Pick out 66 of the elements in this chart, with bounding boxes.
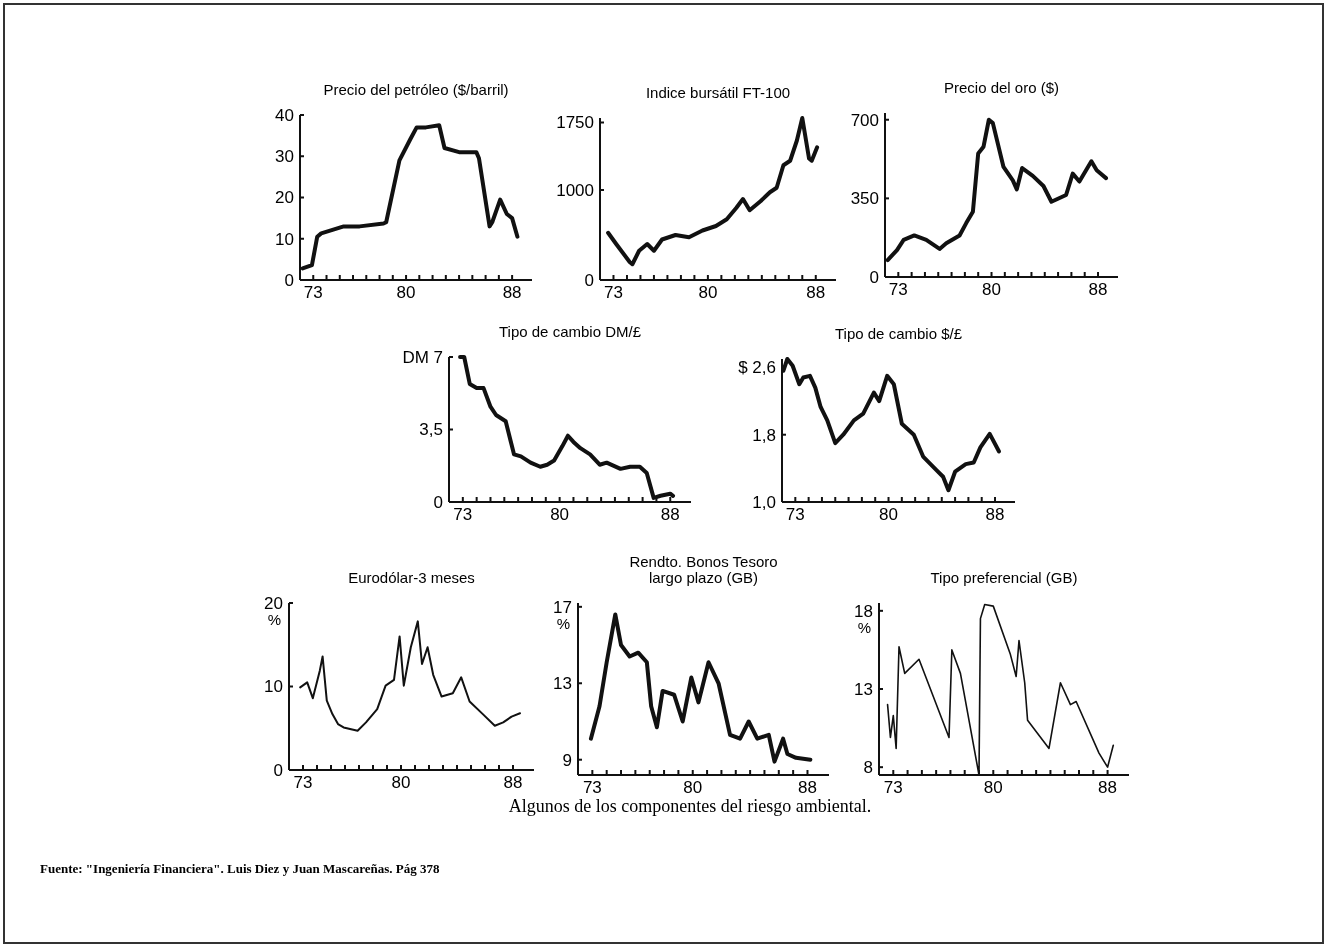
x-tick-label: 73	[303, 283, 323, 302]
y-tick-label: 1750	[556, 113, 594, 133]
x-tick-label: 80	[879, 505, 898, 524]
x-tick-label: 88	[1098, 778, 1118, 797]
y-tick-label: 40	[275, 105, 294, 125]
y-tick-label: 0	[284, 270, 294, 290]
y-tick-label: DM 7	[402, 347, 443, 367]
chart-title: Precio del oro ($)	[943, 79, 1060, 96]
x-tick-label: 73	[453, 505, 473, 524]
x-tick-label: 88	[798, 778, 817, 797]
chart-title: Indice bursátil FT-100	[645, 84, 791, 101]
x-tick-label: 88	[1088, 280, 1108, 299]
y-tick-label: 0	[433, 492, 443, 512]
x-tick-label: 73	[888, 280, 908, 299]
y-tick-label: 13	[854, 679, 873, 699]
y-tick-label: 10	[275, 229, 294, 249]
y-tick-label: $ 2,6	[738, 358, 776, 378]
x-tick-label: 73	[883, 778, 903, 797]
y-tick-label: 350	[850, 189, 879, 209]
y-tick-label: 1,0	[752, 492, 776, 512]
y-tick-label: 9	[562, 750, 572, 770]
y-tick-label: 30	[275, 147, 294, 167]
chart-title: Tipo de cambio $/£	[834, 325, 963, 342]
y-tick-label: 13	[553, 674, 572, 694]
y-axis-title: %	[267, 611, 281, 628]
chart-title: Tipo preferencial (GB)	[930, 569, 1078, 586]
chart-title: Eurodólar-3 meses	[348, 569, 475, 586]
x-tick-label: 88	[502, 283, 522, 302]
x-tick-label: 88	[660, 505, 680, 524]
y-tick-label: 20	[264, 593, 283, 613]
line-series	[588, 612, 813, 764]
x-tick-label: 80	[683, 778, 703, 797]
y-tick-label: 8	[863, 758, 873, 778]
text: Algunos de los componentes del riesgo ambiental.	[508, 796, 872, 816]
line-series	[606, 116, 820, 267]
chart-title: Rendto. Bonos Tesoro largo plazo (GB)	[629, 553, 778, 586]
y-tick-label: 17	[553, 597, 572, 617]
x-tick-label: 80	[391, 773, 411, 792]
x-tick-label: 88	[806, 283, 826, 302]
x-tick-label: 73	[785, 505, 805, 524]
x-tick-label: 73	[293, 773, 313, 792]
x-tick-label: 80	[698, 283, 718, 302]
line-series	[299, 620, 521, 732]
x-tick-label: 88	[503, 773, 523, 792]
x-tick-label: 73	[604, 283, 623, 302]
y-axis-title: %	[857, 618, 871, 636]
x-tick-label: 73	[582, 778, 602, 797]
y-tick-label: 1000	[556, 180, 594, 200]
y-tick-label: 20	[275, 188, 294, 208]
y-tick-label: 1,8	[752, 425, 776, 445]
y-tick-label: 3,5	[419, 420, 443, 440]
source-note: Fuente: "Ingeniería Financiera". Luis Diez y Juan Mascareñas. Pág 378	[40, 861, 440, 876]
y-tick-label: 18	[854, 601, 873, 621]
x-tick-label: 80	[396, 283, 416, 302]
y-tick-label: 700	[850, 110, 879, 130]
chart-title: Tipo de cambio DM/£	[498, 323, 642, 340]
x-tick-label: 80	[983, 778, 1003, 797]
x-tick-label: 80	[550, 505, 570, 524]
x-tick-label: 88	[985, 505, 1005, 524]
y-tick-label: 0	[273, 760, 283, 780]
chart-title: Precio del petróleo ($/barril)	[323, 81, 509, 98]
x-tick-label: 80	[982, 280, 1001, 299]
y-tick-label: 0	[584, 270, 594, 290]
y-tick-label: 0	[869, 267, 879, 287]
y-axis-title: %	[556, 614, 570, 632]
y-tick-label: 10	[264, 677, 283, 697]
